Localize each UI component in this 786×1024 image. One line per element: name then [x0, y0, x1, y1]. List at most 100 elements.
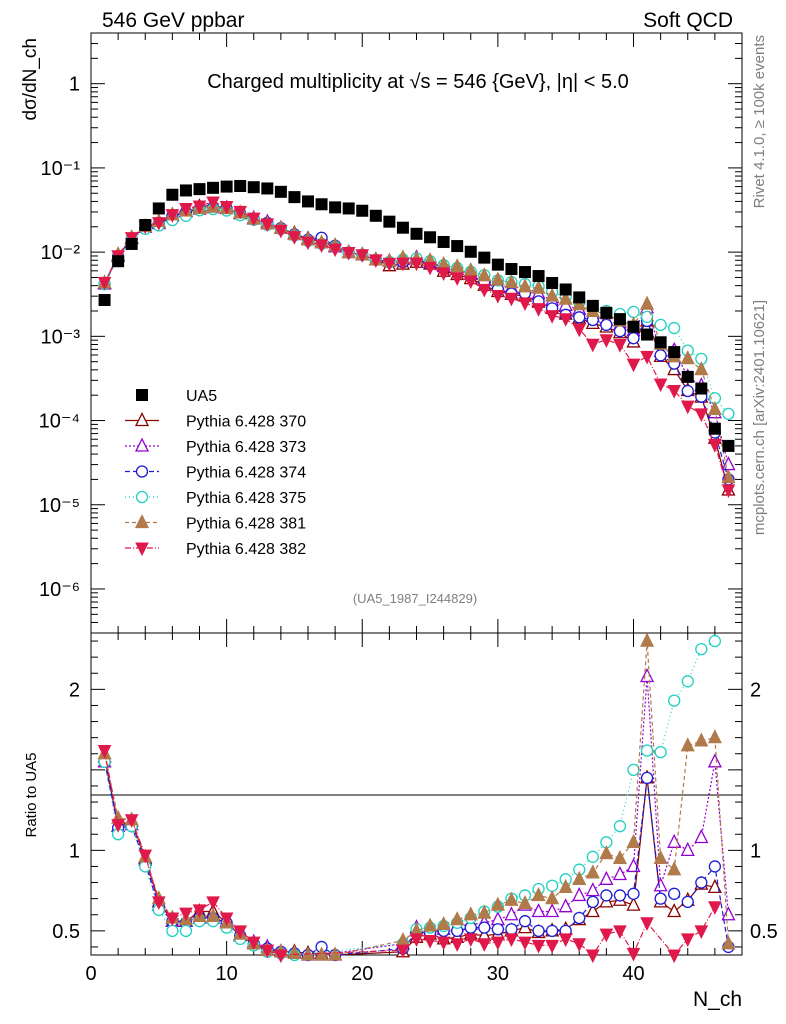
ua5-point — [491, 258, 504, 271]
ratio-point — [491, 923, 505, 936]
legend-marker — [134, 514, 150, 529]
data-point — [192, 200, 207, 215]
ratio-point — [599, 845, 614, 860]
ratio-point — [517, 895, 533, 910]
data-point — [423, 261, 437, 276]
ratio-point — [653, 849, 668, 865]
data-point — [558, 313, 573, 327]
ua5-point — [302, 195, 314, 208]
ratio-point — [477, 938, 492, 952]
ratio-point — [585, 903, 600, 918]
ua5-point — [532, 270, 545, 283]
ratio-point — [531, 886, 546, 902]
data-point — [260, 218, 275, 232]
ua5-point — [112, 255, 125, 268]
ua5-point — [342, 202, 355, 215]
data-point — [680, 400, 695, 415]
data-point — [613, 338, 627, 353]
data-point — [491, 290, 505, 304]
ratio-point — [640, 632, 655, 647]
ratio-point — [545, 890, 560, 905]
ratio-point — [586, 850, 599, 863]
ratio-tick-label-right: 0.5 — [750, 921, 778, 943]
y-tick-label: 10⁻⁵ — [39, 495, 80, 517]
ratio-point — [274, 949, 288, 964]
data-point — [721, 484, 736, 499]
ratio-point — [165, 912, 180, 927]
ratio-point — [518, 915, 532, 928]
data-point — [97, 276, 112, 291]
data-point — [450, 258, 465, 273]
ratio-point — [504, 891, 519, 906]
data-point — [450, 272, 464, 286]
y-tick-label: 10⁻² — [41, 242, 81, 264]
ua5-point — [98, 294, 111, 307]
ratio-point — [572, 886, 587, 902]
data-point — [274, 224, 288, 239]
data-point — [287, 231, 302, 245]
ua5-point — [641, 328, 654, 341]
ua5-point — [559, 283, 572, 296]
ratio-point — [721, 906, 736, 921]
data-point — [341, 246, 356, 261]
data-point — [518, 297, 532, 312]
ua5-point — [546, 276, 559, 289]
ua5-point — [464, 245, 477, 258]
ratio-point — [558, 898, 573, 913]
ua5-point — [681, 370, 694, 383]
series-ratio-3 — [98, 634, 722, 962]
ratio-point — [626, 833, 641, 848]
ratio-point — [572, 938, 587, 952]
legend-entry: Pythia 6.428 375 — [125, 490, 306, 507]
data-point — [436, 267, 451, 281]
series-main-5 — [97, 196, 736, 499]
data-point — [599, 334, 614, 348]
x-tick-label: 30 — [487, 963, 509, 985]
y-tick-label: 10⁻⁶ — [39, 579, 80, 601]
data-point — [545, 310, 559, 324]
legend-label: Pythia 6.428 374 — [186, 465, 306, 482]
legend-marker — [136, 389, 148, 401]
ratio-point — [668, 887, 681, 900]
data-point — [572, 296, 587, 311]
data-point — [640, 295, 655, 310]
ratio-point — [409, 933, 424, 948]
data-point — [328, 243, 342, 258]
ratio-point — [518, 936, 532, 951]
ua5-point — [356, 204, 369, 217]
ratio-point — [463, 906, 478, 921]
x-tick-label: 10 — [216, 963, 238, 985]
ratio-point — [640, 917, 654, 931]
data-point — [640, 310, 654, 324]
series-main-ua5 — [98, 179, 735, 452]
ratio-point — [450, 938, 464, 952]
data-point — [531, 279, 546, 294]
ratio-point — [626, 947, 641, 962]
ua5-point — [329, 201, 342, 214]
data-point — [707, 400, 722, 415]
ua5-point — [139, 218, 152, 231]
ratio-point — [138, 849, 153, 864]
ua5-point — [424, 231, 437, 244]
ratio-point — [627, 887, 640, 900]
ratio-point — [626, 896, 641, 911]
data-point — [627, 305, 640, 319]
legend-label: Pythia 6.428 370 — [186, 414, 306, 431]
ratio-point — [654, 745, 667, 759]
ratio-tick-label: 0.5 — [52, 921, 80, 943]
ua5-point — [288, 191, 301, 204]
ua5-point — [708, 422, 721, 435]
data-point — [558, 290, 573, 305]
ratio-point — [504, 933, 519, 948]
ratio-point — [613, 820, 627, 833]
data-point — [301, 236, 315, 251]
ua5-point — [179, 184, 192, 197]
ratio-point — [653, 877, 668, 892]
mcplots-label: mcplots.cern.ch [arXiv:2401.10621] — [751, 300, 768, 535]
ratio-tick-label: 2 — [69, 679, 80, 701]
data-point — [463, 261, 478, 277]
data-point — [531, 303, 546, 317]
ratio-point — [667, 861, 682, 876]
data-point — [477, 283, 492, 298]
ratio-point — [613, 925, 627, 939]
